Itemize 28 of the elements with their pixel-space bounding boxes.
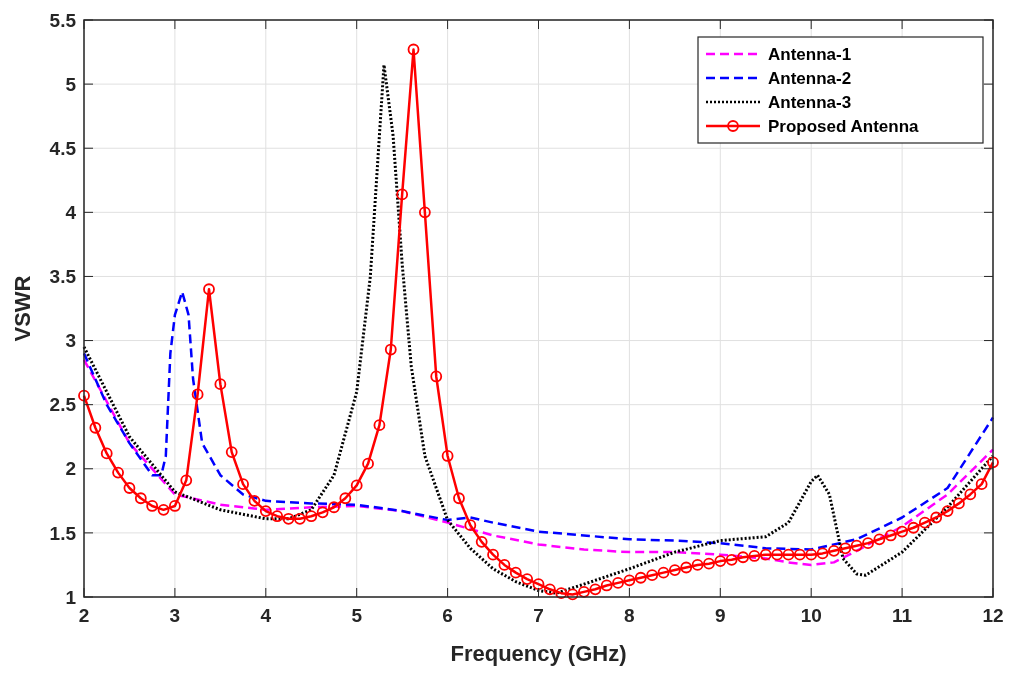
y-tick-label: 5.5 [49, 9, 77, 31]
legend-label: Antenna-3 [768, 92, 852, 112]
x-tick-label: 5 [351, 605, 363, 626]
x-tick-label: 9 [715, 605, 726, 626]
y-tick-label: 3 [65, 330, 76, 352]
y-tick-label: 2.5 [49, 394, 77, 416]
line-series [82, 358, 995, 567]
y-tick-label: 4.5 [49, 137, 77, 159]
legend-label: Antenna-1 [768, 44, 852, 64]
legend-label: Antenna-2 [768, 68, 852, 88]
x-axis-title: Frequency (GHz) [450, 641, 627, 666]
x-tick-label: 8 [624, 605, 635, 626]
y-tick-label: 1.5 [49, 522, 77, 544]
legend-label: Proposed Antenna [768, 116, 920, 136]
x-tick-label: 6 [442, 605, 453, 626]
y-axis-title: VSWR [10, 275, 35, 342]
x-tick-label: 10 [800, 605, 822, 626]
x-tick-label: 4 [260, 605, 272, 626]
y-tick-label: 1 [65, 586, 77, 608]
x-tick-label: 12 [982, 605, 1004, 626]
y-tick-label: 5 [65, 73, 77, 95]
x-tick-label: 3 [169, 605, 181, 626]
y-tick-label: 3.5 [49, 266, 77, 288]
y-tick-label: 4 [65, 201, 77, 223]
x-tick-label: 2 [78, 605, 90, 626]
y-tick-label: 2 [65, 458, 76, 480]
x-tick-label: 11 [892, 605, 913, 626]
x-tick-label: 7 [533, 605, 544, 626]
